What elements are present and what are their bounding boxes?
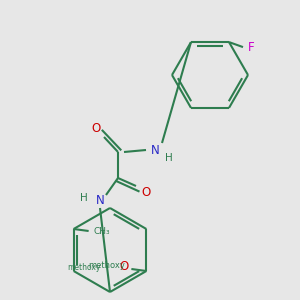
Text: methoxy: methoxy <box>88 262 125 271</box>
Text: F: F <box>248 40 254 54</box>
Text: H: H <box>80 193 88 203</box>
Text: O: O <box>141 185 151 199</box>
Text: O: O <box>92 122 100 134</box>
Text: CH₃: CH₃ <box>93 227 110 236</box>
Text: N: N <box>96 194 104 206</box>
Text: methoxy: methoxy <box>67 262 100 272</box>
Text: N: N <box>151 143 159 157</box>
Text: H: H <box>165 153 173 163</box>
Text: O: O <box>120 260 129 272</box>
